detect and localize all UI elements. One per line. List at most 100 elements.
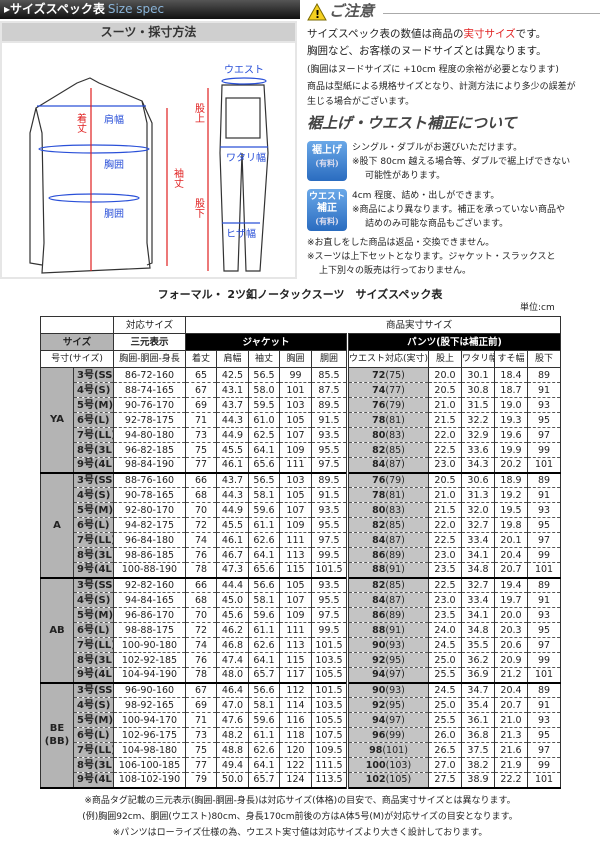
pants-inseam: 89 bbox=[526, 577, 562, 593]
pants-waist: 96(99) bbox=[347, 727, 429, 743]
hem-line-2: ※股下 80cm 越える場合等、ダブルで裾上げできない bbox=[352, 157, 571, 167]
jacket-chest: 117 bbox=[279, 667, 312, 684]
pants-thigh: 30.1 bbox=[461, 367, 495, 383]
pants-inseam: 91 bbox=[526, 382, 562, 398]
jacket-length: 78 bbox=[185, 667, 217, 684]
jacket-sleeve: 61.1 bbox=[248, 727, 280, 743]
table-row: 8号(3L) 102-92-185 76 47.4 64.1 115 103.5 92(95)… bbox=[41, 652, 562, 668]
waist-actual: 77 bbox=[389, 384, 402, 396]
pants-hem: 21.3 bbox=[494, 727, 528, 743]
pants-waist: 82(85) bbox=[347, 517, 429, 533]
jacket-length: 70 bbox=[185, 607, 217, 623]
label-chest: 胸囲 bbox=[104, 158, 124, 171]
pants-rise: 20.0 bbox=[428, 367, 462, 383]
three-dimension-size: 100-88-190 bbox=[113, 562, 186, 579]
diagram-title: スーツ・採寸方法 bbox=[2, 23, 295, 41]
jacket-waist: 105.5 bbox=[311, 667, 349, 684]
size-label: 9号(4L) bbox=[73, 667, 114, 684]
jacket-chest: 113 bbox=[279, 637, 312, 653]
label-thigh: ワタリ幅 bbox=[226, 151, 266, 164]
waist-actual: 89 bbox=[389, 549, 402, 561]
pants-thigh: 32.7 bbox=[461, 577, 495, 593]
table-row: A 3号(SS) 88-76-160 66 43.7 56.5 103 89.5 76(79) 2… bbox=[40, 472, 562, 579]
jacket-waist: 97.5 bbox=[311, 607, 349, 623]
jacket-length: 70 bbox=[185, 502, 217, 518]
jacket-length: 74 bbox=[185, 532, 217, 548]
table-row: 5号(M) 90-76-170 69 43.7 59.5 103 89.5 76(79) 21.… bbox=[41, 397, 562, 413]
size-label: 3号(SS) bbox=[73, 577, 114, 593]
jacket-shoulder: 44.9 bbox=[216, 427, 249, 443]
waist-size: 80 bbox=[372, 429, 386, 441]
waist-badge-fee: (有料) bbox=[315, 216, 339, 226]
waist-actual: 97 bbox=[389, 669, 402, 681]
jacket-shoulder: 44.3 bbox=[216, 487, 249, 503]
size-label: 5号(M) bbox=[73, 502, 114, 518]
pants-waist: 78(81) bbox=[347, 487, 429, 503]
pants-thigh: 32.0 bbox=[461, 502, 495, 518]
table-row: 8号(3L) 96-82-185 75 45.5 64.1 109 95.5 82(85) 22… bbox=[41, 442, 562, 458]
pants-waist: 88(91) bbox=[347, 622, 429, 638]
column-header: 胴囲 bbox=[311, 350, 349, 368]
notes-panel: ! ご注意 サイズスペック表の数値は商品の実寸サイズです。 胸囲など、お客様のヌ… bbox=[305, 0, 600, 285]
caution-line-4: 商品は型紙による規格サイズとなり、計測方法により多少の誤差が bbox=[307, 82, 576, 92]
waist-actual: 79 bbox=[389, 399, 402, 411]
caution-line-2: 胸囲など、お客様のヌードサイズとは異なります。 bbox=[307, 45, 547, 57]
label-shoulder: 肩幅 bbox=[104, 113, 124, 126]
jacket-shoulder: 44.3 bbox=[216, 412, 249, 428]
jacket-sleeve: 58.1 bbox=[248, 697, 280, 713]
jacket-waist: 89.5 bbox=[311, 397, 349, 413]
pants-inseam: 91 bbox=[526, 697, 562, 713]
header-3d: 三元表示 bbox=[113, 333, 186, 351]
jacket-waist: 95.5 bbox=[311, 592, 349, 608]
header-title: サイズスペック表 bbox=[10, 2, 105, 16]
header-pants: パンツ(股下は補正前) bbox=[346, 333, 562, 351]
pants-inseam: 99 bbox=[526, 442, 562, 458]
table-row: 8号(3L) 98-86-185 76 46.7 64.1 113 99.5 86(89) 23… bbox=[41, 547, 562, 563]
jacket-sleeve: 64.1 bbox=[248, 547, 280, 563]
footer-note-1: ※商品タグ記載の三元表示(胸囲-胴囲-身長)は対応サイズ(体格)の目安で、商品実… bbox=[84, 795, 516, 806]
jacket-waist: 105.5 bbox=[311, 712, 349, 728]
jacket-chest: 109 bbox=[279, 607, 312, 623]
pants-thigh: 36.2 bbox=[461, 652, 495, 668]
pants-rise: 21.5 bbox=[428, 412, 462, 428]
waist-actual: 83 bbox=[389, 504, 402, 516]
three-dimension-size: 106-100-185 bbox=[113, 757, 186, 773]
size-label: 8号(3L) bbox=[73, 652, 114, 668]
size-label: 6号(L) bbox=[73, 517, 114, 533]
pants-hem: 19.2 bbox=[494, 487, 528, 503]
pants-rise: 25.0 bbox=[428, 652, 462, 668]
waist-badge-label: ウエスト bbox=[308, 192, 345, 202]
pants-thigh: 38.2 bbox=[461, 757, 495, 773]
jacket-waist: 97.5 bbox=[311, 532, 349, 548]
jacket-waist: 99.5 bbox=[311, 547, 349, 563]
warning-icon: ! bbox=[307, 3, 327, 21]
jacket-shoulder: 45.5 bbox=[216, 517, 249, 533]
pants-hem: 19.4 bbox=[494, 577, 528, 593]
pants-hem: 19.7 bbox=[494, 592, 528, 608]
pants-thigh: 33.6 bbox=[461, 442, 495, 458]
pants-thigh: 35.4 bbox=[461, 697, 495, 713]
jacket-waist: 91.5 bbox=[311, 487, 349, 503]
jacket-chest: 105 bbox=[279, 412, 312, 428]
pants-inseam: 99 bbox=[526, 757, 562, 773]
pants-thigh: 34.8 bbox=[461, 622, 495, 638]
waist-badge: ウエスト 補正 (有料) bbox=[307, 189, 347, 231]
jacket-sleeve: 56.6 bbox=[248, 577, 280, 593]
hem-line-3: 可能性があります。 bbox=[365, 171, 446, 181]
jacket-length: 75 bbox=[185, 442, 217, 458]
pants-rise: 21.5 bbox=[428, 502, 462, 518]
jacket-sleeve: 65.7 bbox=[248, 667, 280, 684]
pants-thigh: 36.8 bbox=[461, 727, 495, 743]
pants-thigh: 30.8 bbox=[461, 382, 495, 398]
three-dimension-size: 96-82-185 bbox=[113, 442, 186, 458]
waist-size: 86 bbox=[372, 609, 386, 621]
jacket-sleeve: 59.6 bbox=[248, 502, 280, 518]
jacket-sleeve: 62.6 bbox=[248, 637, 280, 653]
waist-size: 84 bbox=[372, 459, 386, 471]
pants-waist: 76(79) bbox=[347, 397, 429, 413]
pants-rise: 23.5 bbox=[428, 562, 462, 579]
pants-thigh: 32.9 bbox=[461, 427, 495, 443]
jacket-chest: 112 bbox=[279, 682, 312, 698]
jacket-waist: 89.5 bbox=[311, 472, 349, 488]
table-row: 4号(S) 98-92-165 69 47.0 58.1 114 103.5 92(95) 25… bbox=[41, 697, 562, 713]
